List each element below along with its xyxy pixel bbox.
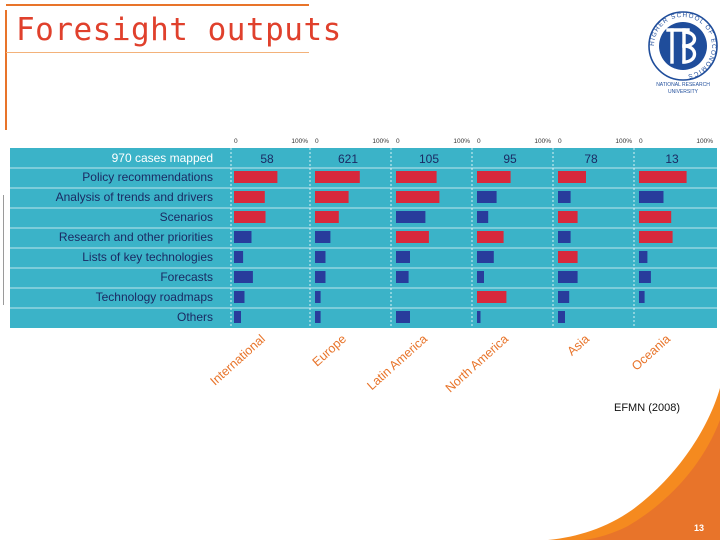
- bar-international: [234, 191, 265, 203]
- bar-europe: [315, 191, 349, 203]
- bar-international: [234, 271, 253, 283]
- bar-asia: [558, 271, 578, 283]
- bar-north-america: [477, 171, 511, 183]
- slide-title: Foresight outputs: [16, 12, 342, 48]
- bar-latin-america: [396, 171, 437, 183]
- bar-oceania: [639, 271, 651, 283]
- bar-oceania: [639, 291, 645, 303]
- bar-oceania: [639, 171, 687, 183]
- header-label: 970 cases mapped: [112, 151, 213, 165]
- bar-north-america: [477, 251, 494, 263]
- bar-north-america: [477, 191, 497, 203]
- chart-gridlines: [10, 148, 717, 328]
- axis-tick-label-min: 0: [315, 138, 319, 145]
- bar-latin-america: [396, 251, 410, 263]
- category-label: Forecasts: [160, 270, 213, 284]
- bar-asia: [558, 231, 571, 243]
- source-citation: EFMN (2008): [614, 402, 681, 414]
- bar-north-america: [477, 291, 507, 303]
- axis-tick-label-min: 0: [558, 138, 562, 145]
- page-number: 13: [694, 523, 705, 533]
- bar-europe: [315, 271, 326, 283]
- bar-oceania: [639, 191, 664, 203]
- bar-europe: [315, 171, 360, 183]
- bar-north-america: [477, 311, 481, 323]
- bar-asia: [558, 171, 586, 183]
- bar-europe: [315, 311, 321, 323]
- axis-tick-label-max: 100%: [696, 138, 713, 145]
- chart-category-labels: 970 cases mapped Policy recommendations An…: [56, 151, 213, 324]
- bar-asia: [558, 311, 565, 323]
- axis-tick-label-max: 100%: [291, 138, 308, 145]
- bar-latin-america: [396, 271, 409, 283]
- bar-latin-america: [396, 211, 426, 223]
- bar-asia: [558, 191, 571, 203]
- chart-background: [10, 148, 717, 328]
- chart-bars: [234, 171, 687, 323]
- bar-asia: [558, 211, 578, 223]
- bar-europe: [315, 211, 339, 223]
- chart-case-counts: 58 621 105 95 78 13: [260, 152, 679, 166]
- bar-international: [234, 291, 245, 303]
- category-label: Policy recommendations: [82, 170, 213, 184]
- bar-latin-america: [396, 191, 440, 203]
- category-label: Scenarios: [160, 210, 213, 224]
- bar-latin-america: [396, 231, 429, 243]
- category-label: Lists of key technologies: [82, 250, 213, 264]
- category-label: Technology roadmaps: [96, 290, 213, 304]
- axis-tick-label-min: 0: [396, 138, 400, 145]
- axis-tick-label-max: 100%: [615, 138, 632, 145]
- category-label: Analysis of trends and drivers: [56, 190, 213, 204]
- case-count: 13: [665, 152, 679, 166]
- axis-tick-label-max: 100%: [534, 138, 551, 145]
- case-count: 58: [260, 152, 274, 166]
- left-gray-rule: [3, 195, 4, 305]
- bar-europe: [315, 231, 331, 243]
- title-top-rule: [6, 4, 309, 6]
- bar-international: [234, 171, 278, 183]
- bar-oceania: [639, 251, 648, 263]
- category-label: Research and other priorities: [59, 230, 213, 244]
- university-logo: HIGHER SCHOOL OF ECONOMICS NATIONAL RESE…: [648, 11, 718, 95]
- bar-europe: [315, 291, 321, 303]
- axis-tick-label-max: 100%: [372, 138, 389, 145]
- bar-oceania: [639, 231, 673, 243]
- case-count: 78: [584, 152, 598, 166]
- logo-caption-line2: UNIVERSITY: [668, 89, 699, 95]
- bar-international: [234, 251, 244, 263]
- axis-tick-label-min: 0: [234, 138, 238, 145]
- bar-north-america: [477, 271, 484, 283]
- bar-asia: [558, 291, 570, 303]
- bar-oceania: [639, 211, 672, 223]
- bar-europe: [315, 251, 326, 263]
- case-count: 621: [338, 152, 358, 166]
- bar-international: [234, 211, 266, 223]
- title-bottom-rule: [6, 52, 309, 53]
- axis-tick-label-min: 0: [639, 138, 643, 145]
- bar-international: [234, 311, 241, 323]
- axis-tick-label-max: 100%: [453, 138, 470, 145]
- bar-asia: [558, 251, 578, 263]
- bar-latin-america: [396, 311, 410, 323]
- logo-caption-line1: NATIONAL RESEARCH: [656, 82, 710, 88]
- left-accent-rule: [5, 10, 7, 130]
- chart-axis-labels: 0 100% 0 100% 0 100% 0 100% 0 100% 0 100%: [234, 138, 713, 145]
- case-count: 105: [419, 152, 439, 166]
- bar-international: [234, 231, 252, 243]
- bar-north-america: [477, 231, 504, 243]
- axis-tick-label-min: 0: [477, 138, 481, 145]
- case-count: 95: [503, 152, 517, 166]
- category-label: Others: [177, 310, 213, 324]
- logo-monogram-icon: [666, 28, 697, 64]
- bar-north-america: [477, 211, 489, 223]
